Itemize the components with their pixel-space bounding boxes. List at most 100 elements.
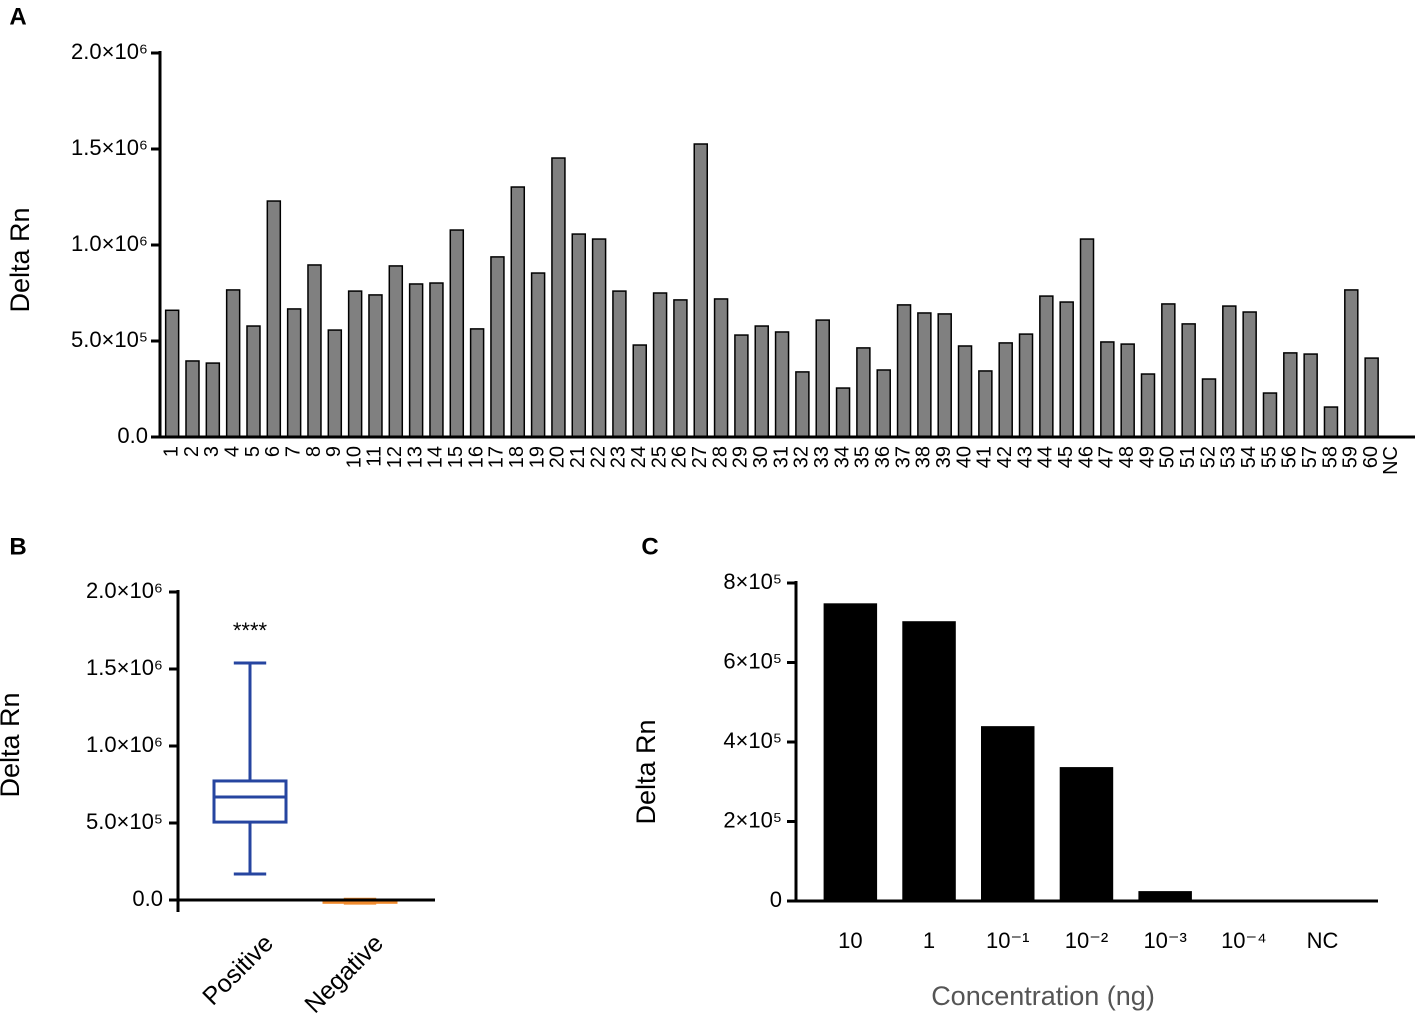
bar bbox=[225, 289, 241, 438]
x-tick-label: 9 bbox=[323, 446, 345, 457]
x-tick-label: 36 bbox=[872, 446, 894, 468]
bar bbox=[1079, 238, 1095, 438]
bar bbox=[998, 342, 1013, 438]
x-tick-label: 16 bbox=[465, 446, 487, 468]
bar bbox=[591, 238, 607, 438]
y-tick-label: 4×10⁵ bbox=[723, 728, 782, 753]
x-tick-label: 22 bbox=[587, 446, 609, 468]
x-tick-label: 41 bbox=[974, 446, 996, 468]
bar bbox=[347, 290, 363, 438]
bar bbox=[1140, 373, 1156, 438]
bar bbox=[612, 290, 627, 438]
bar bbox=[1344, 289, 1359, 438]
x-tick-label: 34 bbox=[831, 446, 853, 468]
panel-label: C bbox=[641, 533, 658, 560]
x-tick-label: 10⁻³ bbox=[1143, 928, 1186, 953]
x-tick-label: 21 bbox=[567, 446, 589, 468]
bar bbox=[469, 328, 485, 438]
bar bbox=[774, 331, 790, 438]
x-tick-label: 4 bbox=[221, 446, 243, 457]
bar bbox=[1364, 357, 1379, 438]
x-tick-label: 57 bbox=[1299, 446, 1321, 468]
x-tick-label: 39 bbox=[933, 446, 955, 468]
x-tick-label: 30 bbox=[750, 446, 772, 468]
x-tick-label: NC bbox=[1307, 928, 1339, 953]
bar bbox=[571, 233, 587, 438]
panel-label: A bbox=[9, 3, 26, 30]
bar bbox=[957, 345, 973, 438]
x-tick-label: 52 bbox=[1197, 446, 1219, 468]
x-tick-label: 31 bbox=[770, 446, 792, 468]
x-tick-label: 17 bbox=[486, 446, 508, 468]
x-tick-label: 28 bbox=[709, 446, 731, 468]
bar bbox=[693, 143, 708, 438]
bar bbox=[1018, 333, 1034, 438]
bar bbox=[449, 229, 465, 438]
y-tick-label: 5.0×10⁵ bbox=[71, 327, 148, 352]
x-tick-label: 32 bbox=[791, 446, 813, 468]
bar bbox=[1201, 378, 1217, 438]
x-tick-label: 12 bbox=[384, 446, 406, 468]
bar bbox=[823, 603, 878, 902]
x-tick-label: Positive bbox=[197, 929, 279, 1011]
x-tick-label: 26 bbox=[669, 446, 691, 468]
bar bbox=[1039, 295, 1054, 438]
x-tick-label: 59 bbox=[1340, 446, 1362, 468]
x-tick-label: 43 bbox=[1014, 446, 1036, 468]
x-tick-label: 18 bbox=[506, 446, 528, 468]
bar bbox=[981, 726, 1035, 902]
x-tick-label: 5 bbox=[242, 446, 264, 457]
x-tick-label: 49 bbox=[1136, 446, 1158, 468]
x-tick-label: 58 bbox=[1319, 446, 1341, 468]
x-tick-label: 15 bbox=[445, 446, 467, 468]
bar bbox=[652, 292, 668, 438]
x-tick-label: 25 bbox=[648, 446, 670, 468]
bar bbox=[1242, 311, 1257, 438]
bar bbox=[286, 308, 302, 438]
x-tick-label: 48 bbox=[1116, 446, 1138, 468]
x-tick-label: 13 bbox=[404, 446, 426, 468]
bar bbox=[307, 264, 322, 438]
bar bbox=[673, 299, 688, 438]
x-tick-label: 27 bbox=[689, 446, 711, 468]
bar bbox=[1161, 303, 1176, 438]
y-tick-label: 2.0×10⁶ bbox=[86, 578, 163, 603]
x-tick-label: 6 bbox=[262, 446, 284, 457]
y-tick-label: 2.0×10⁶ bbox=[71, 39, 148, 64]
bar bbox=[164, 309, 180, 438]
x-tick-label: 10⁻¹ bbox=[986, 928, 1029, 953]
y-tick-label: 1.0×10⁶ bbox=[86, 732, 163, 757]
x-tick-label: 51 bbox=[1177, 446, 1199, 468]
y-tick-label: 0 bbox=[770, 887, 782, 912]
bar bbox=[1283, 352, 1298, 438]
x-tick-label: 19 bbox=[526, 446, 548, 468]
x-tick-label: 44 bbox=[1035, 446, 1057, 468]
x-tick-label: 50 bbox=[1157, 446, 1179, 468]
bar bbox=[429, 282, 444, 438]
x-tick-label: 10⁻² bbox=[1065, 928, 1108, 953]
y-tick-label: 2×10⁵ bbox=[723, 807, 782, 832]
y-tick-label: 1.5×10⁶ bbox=[86, 655, 163, 680]
x-tick-label: 7 bbox=[282, 446, 304, 457]
x-tick-label: 53 bbox=[1218, 446, 1240, 468]
x-tick-label: 47 bbox=[1096, 446, 1118, 468]
x-tick-label: 1 bbox=[160, 446, 182, 457]
bar bbox=[795, 371, 810, 438]
bar bbox=[902, 621, 956, 902]
x-tick-label: 35 bbox=[852, 446, 874, 468]
bar bbox=[368, 294, 383, 438]
bar bbox=[185, 360, 200, 438]
bar bbox=[1059, 301, 1074, 438]
x-tick-label: 60 bbox=[1360, 446, 1382, 468]
x-tick-label: Negative bbox=[299, 929, 389, 1019]
bar bbox=[896, 304, 912, 438]
x-tick-label: 37 bbox=[892, 446, 914, 468]
panel-label: B bbox=[9, 533, 26, 560]
x-tick-label: NC bbox=[1380, 446, 1402, 475]
x-tick-label: 54 bbox=[1238, 446, 1260, 468]
x-tick-label: 1 bbox=[923, 928, 935, 953]
bar bbox=[1262, 392, 1278, 438]
bar bbox=[1222, 305, 1237, 438]
